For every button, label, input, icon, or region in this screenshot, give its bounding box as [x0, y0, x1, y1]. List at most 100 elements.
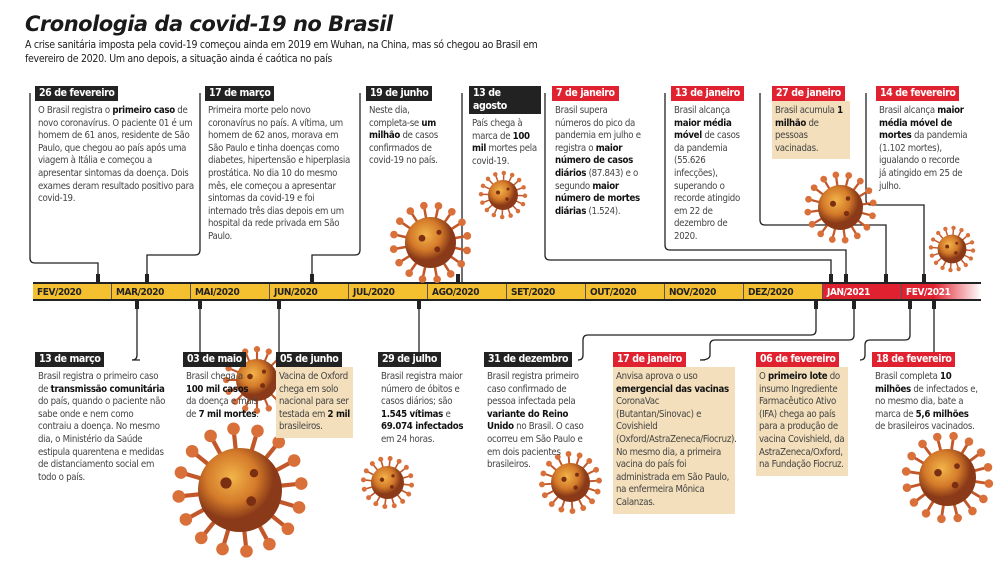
text: de infectados e, no mesmo dia, bate a ma…: [875, 383, 978, 420]
coronavirus-illustration: [900, 430, 995, 525]
event-description: O primeiro lote do insumo Ingrediente Fa…: [756, 367, 848, 476]
coronavirus-illustration: [478, 170, 528, 220]
coronavirus-illustration: [538, 450, 603, 515]
event-description: Brasil registra o primeiro caso de trans…: [35, 367, 170, 488]
event-card: 18 de fevereiro Brasil completa 10 milhõe…: [872, 352, 982, 438]
text: de pessoas vacinadas.: [775, 117, 819, 154]
event-description: Brasil chega a 100 mil casos da doença e…: [183, 367, 263, 425]
event-date-label: 06 de fevereiro: [756, 352, 840, 367]
highlight-text: maior número de mortes diárias: [555, 180, 640, 217]
highlight-text: primeiro caso: [112, 105, 175, 116]
event-card: 29 de julho Brasil registra maior número …: [378, 352, 478, 451]
event-card: 26 de fevereiro O Brasil registra o prime…: [35, 86, 200, 210]
event-card: 27 de janeiro Brasil acumula 1 milhão de …: [772, 86, 850, 160]
event-description: Anvisa aprova o uso emergencial das vaci…: [613, 367, 737, 514]
month-out-2020: OUT/2020: [586, 284, 665, 299]
highlight-text: 1.545 vítimas: [381, 408, 444, 420]
text: Primeira morte pelo novo coronavírus no …: [208, 105, 350, 242]
text: de novo coronavírus. O paciente 01 é um …: [38, 105, 194, 205]
highlight-text: variante do Reino Unido: [487, 408, 569, 433]
text: em 24 horas.: [381, 433, 435, 445]
text: (1.524).: [586, 205, 621, 217]
text: Brasil alcança: [879, 105, 938, 116]
event-card: 05 de junho Vacina de Oxford chega em sol…: [276, 352, 353, 438]
month-jul-2020: JUL/2020: [349, 284, 428, 299]
event-date-label: 29 de julho: [378, 352, 441, 367]
event-date-label: 03 de maio: [183, 352, 246, 367]
text: Brasil completa: [875, 371, 941, 382]
event-card: 17 de janeiro Anvisa aprova o uso emergen…: [613, 352, 737, 514]
event-date-label: 14 de fevereiro: [876, 86, 960, 101]
event-date-label: 19 de junho: [366, 86, 433, 101]
highlight-text: 5,6 milhões: [915, 408, 969, 420]
event-date-label: 13 de agosto: [469, 86, 541, 114]
event-date-label: 13 de janeiro: [671, 86, 744, 101]
month-nov-2020: NOV/2020: [665, 284, 744, 299]
event-card: 31 de dezembro Brasil registra primeiro c…: [484, 352, 594, 476]
text: Neste dia, completa-se: [369, 105, 422, 129]
highlight-text: primeiro lote: [767, 371, 828, 382]
month-jun-2020: JUN/2020: [270, 284, 349, 299]
text: Brasil acumula: [775, 105, 838, 116]
text: Brasil alcança: [674, 105, 730, 116]
subtitle: A crise sanitária imposta pela covid-19 …: [25, 39, 538, 65]
event-description: O Brasil registra o primeiro caso de nov…: [35, 101, 200, 210]
event-card: 13 de agosto País chega à marca de 100 mi…: [469, 86, 541, 172]
highlight-text: 100 mil: [472, 130, 530, 155]
text: Anvisa aprova o uso: [616, 371, 698, 382]
event-description: Brasil alcança maior média móvel de mort…: [876, 101, 971, 197]
event-date-label: 18 de fevereiro: [872, 352, 956, 367]
text: de brasileiros vacinados.: [875, 421, 975, 433]
event-date-label: 7 de janeiro: [552, 86, 619, 101]
text: da pandemia (1.102 mortes), igualando o …: [879, 130, 968, 192]
text: no Brasil. O caso ocorreu em São Paulo e…: [487, 421, 584, 471]
event-card: 14 de fevereiro Brasil alcança maior médi…: [876, 86, 971, 197]
event-card: 7 de janeiro Brasil supera números do pic…: [552, 86, 647, 222]
text: da doença e mais de: [186, 396, 258, 420]
month-fev-2020: FEV/2020: [33, 284, 112, 299]
highlight-text: maior média móvel: [674, 117, 732, 142]
event-description: País chega à marca de 100 mil mortes pel…: [469, 114, 541, 172]
highlight-text: 10 milhões: [875, 371, 952, 395]
text: Brasil supera números do pico da pandemi…: [555, 105, 641, 154]
event-date-label: 27 de janeiro: [772, 86, 845, 101]
event-description: Brasil registra primeiro caso confirmado…: [484, 367, 594, 476]
event-date-label: 17 de março: [205, 86, 275, 101]
event-card: 03 de maio Brasil chega a 100 mil casos d…: [183, 352, 263, 425]
text: brasileiros.: [279, 421, 323, 433]
month-set-2020: SET/2020: [507, 284, 586, 299]
coronavirus-illustration: [928, 225, 976, 273]
text: Brasil registra primeiro caso confirmado…: [487, 371, 579, 408]
text: Brasil registra maior número de óbitos e…: [381, 371, 463, 408]
highlight-text: 7 mil mortes: [198, 408, 257, 420]
month-ago-2020: AGO/2020: [428, 284, 507, 299]
event-description: Brasil completa 10 milhões de infectados…: [872, 367, 982, 438]
text: e: [443, 408, 451, 420]
event-description: Brasil alcança maior média móvel de caso…: [671, 101, 753, 248]
month-fev-2021: FEV/2021: [902, 284, 981, 299]
highlight-text: 1 milhão: [775, 105, 843, 129]
event-card: 17 de março Primeira morte pelo novo coro…: [205, 86, 355, 248]
month-mar-2020: MAR/2020: [112, 284, 191, 299]
event-description: Primeira morte pelo novo coronavírus no …: [205, 101, 355, 248]
event-date-label: 31 de dezembro: [484, 352, 573, 367]
event-date-label: 26 de fevereiro: [35, 86, 119, 101]
coronavirus-illustration: [803, 170, 878, 245]
text: do insumo Ingrediente Farmacêutico Ativo…: [759, 371, 845, 471]
coronavirus-illustration: [388, 200, 473, 285]
text: .: [256, 408, 259, 420]
highlight-text: 2 mil: [327, 408, 351, 420]
event-card: 13 de março Brasil registra o primeiro ca…: [35, 352, 170, 488]
timeline-ticks: [96, 274, 936, 309]
highlight-text: maior média móvel de mortes: [879, 105, 964, 142]
text: CoronaVac (Butantan/Sinovac) e Covishiel…: [616, 396, 737, 508]
event-description: Vacina de Oxford chega em solo nacional …: [276, 367, 353, 438]
highlight-text: um milhão: [369, 117, 436, 142]
event-card: 19 de junho Neste dia, completa-se um mil…: [366, 86, 454, 172]
event-description: Brasil registra maior número de óbitos e…: [378, 367, 478, 451]
highlight-text: transmissão comunitária: [50, 383, 165, 395]
timeline-bar: FEV/2020 MAR/2020 MAI/2020 JUN/2020 JUL/2020…: [33, 282, 981, 301]
highlight-text: maior número de casos diários: [555, 142, 634, 179]
month-mai-2020: MAI/2020: [191, 284, 270, 299]
text: mortes pela covid-19.: [472, 143, 537, 167]
